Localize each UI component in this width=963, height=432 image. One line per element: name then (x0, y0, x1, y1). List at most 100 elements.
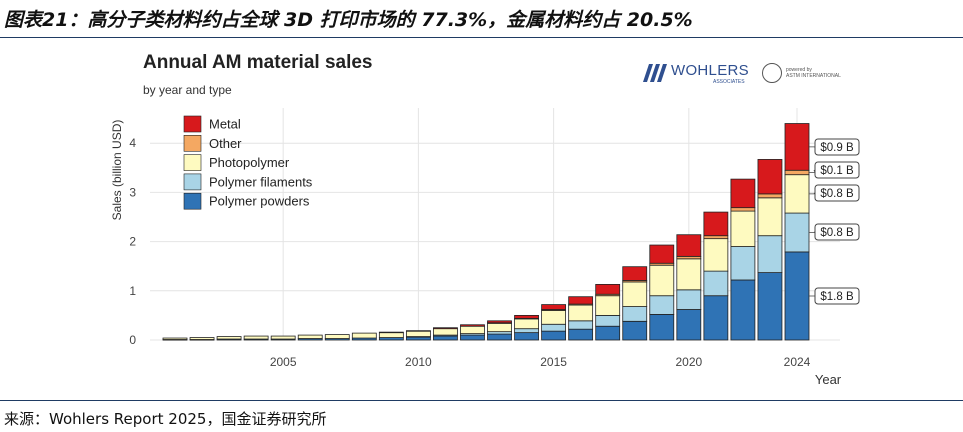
bar-stack-2005 (270, 335, 296, 341)
legend-label-other: Other (209, 136, 242, 151)
bar-stack-2008 (351, 332, 377, 341)
bar-photopolymer-2014 (514, 318, 539, 330)
bar-stack-2024 (784, 123, 810, 341)
bar-stack-2018 (622, 266, 648, 341)
bar-stack-2001 (162, 337, 188, 341)
bottom-rule (0, 400, 963, 401)
bar-metal-2009 (378, 331, 404, 334)
y-tick-label: 2 (129, 235, 136, 249)
callout-label: $0.8 B (820, 227, 854, 239)
figure-title: 图表21：高分子类材料约占全球 3D 打印市场的 77.3%，金属材料约占 20… (4, 9, 693, 31)
bar-polymer-filaments-2021 (703, 270, 729, 297)
bar-polymer-powders-2018 (622, 320, 648, 341)
bar-stack-2006 (297, 334, 323, 341)
bar-metal-2011 (433, 327, 458, 330)
wohlers-mark-icon (643, 64, 667, 82)
bar-stack-2010 (405, 330, 431, 341)
legend-label-photopolymer: Photopolymer (209, 155, 290, 170)
bar-stack-2014 (514, 314, 539, 341)
stacked-bar-chart: 0 1 2 3 4 2005 2010 2015 2020 2024 Metal Other Phot… (110, 108, 860, 387)
bar-polymer-powders-2019 (649, 314, 675, 341)
bar-photopolymer-2003 (216, 336, 242, 340)
bar-polymer-powders-2015 (541, 330, 567, 341)
bar-stack-2015 (541, 304, 567, 341)
bar-stack-2023 (757, 159, 783, 341)
bar-metal-2015 (541, 304, 567, 310)
bar-polymer-powders-2011 (433, 335, 458, 341)
bar-polymer-powders-2023 (757, 272, 783, 341)
bar-polymer-filaments-2018 (622, 306, 648, 322)
bar-photopolymer-2010 (405, 330, 431, 337)
bar-photopolymer-2002 (189, 337, 215, 340)
wohlers-sub: ASSOCIATES (713, 79, 745, 85)
bar-polymer-powders-2013 (487, 333, 512, 341)
x-tick-label: 2005 (270, 355, 297, 369)
chart-title: Annual AM material sales (143, 52, 373, 73)
bar-stack-2020 (676, 234, 702, 341)
bar-polymer-powders-2024 (784, 251, 810, 341)
bar-stack-2013 (487, 320, 512, 341)
legend-label-polymer-filaments: Polymer filaments (209, 174, 313, 189)
y-tick-label: 1 (129, 284, 136, 298)
bar-photopolymer-2024 (784, 174, 810, 214)
bar-photopolymer-2012 (460, 325, 485, 335)
value-callouts: $0.9 B $0.1 B $0.8 B $0.8 B $1.8 B (809, 138, 860, 305)
callout-leader (809, 192, 817, 195)
bar-photopolymer-2007 (324, 334, 350, 339)
astm-powered-by: powered by (786, 67, 812, 73)
x-tick-label: 2024 (784, 355, 811, 369)
bar-photopolymer-2022 (730, 210, 756, 247)
bar-other-2021 (703, 235, 729, 240)
callout-photopolymer: $0.8 B (809, 184, 860, 202)
y-tick-label: 4 (129, 136, 136, 150)
bar-metal-2012 (460, 324, 485, 327)
astm-seal-icon (762, 63, 782, 83)
bar-stack-2012 (460, 324, 485, 341)
bar-photopolymer-2008 (351, 332, 377, 339)
y-tick-label: 0 (129, 333, 136, 347)
bar-metal-2023 (757, 159, 783, 195)
bar-photopolymer-2018 (622, 281, 648, 307)
callout-polymer-powders: $1.8 B (809, 287, 860, 305)
bar-polymer-powders-2017 (595, 325, 621, 341)
bar-stack-2017 (595, 284, 621, 341)
bar-photopolymer-2006 (297, 334, 323, 339)
bar-polymer-powders-2016 (568, 328, 594, 341)
bar-polymer-filaments-2024 (784, 212, 810, 253)
bar-polymer-filaments-2019 (649, 295, 675, 315)
callout-box (814, 287, 860, 305)
bar-metal-2018 (622, 266, 648, 281)
bar-polymer-powders-2021 (703, 295, 729, 341)
y-tick-label: 3 (129, 185, 136, 199)
bar-metal-2017 (595, 284, 621, 295)
bar-photopolymer-2019 (649, 264, 675, 297)
bar-photopolymer-2015 (541, 310, 567, 325)
bar-stack-2021 (703, 211, 729, 341)
bar-other-2023 (757, 193, 783, 199)
legend-swatch-polymer-filaments (183, 173, 202, 191)
bar-stack-2004 (243, 335, 269, 341)
x-tick-label: 2020 (675, 355, 702, 369)
legend-swatch-polymer-powders (183, 192, 202, 210)
callout-box (814, 138, 860, 156)
bar-polymer-filaments-2016 (568, 320, 594, 330)
bar-polymer-filaments-2014 (514, 328, 539, 334)
bar-polymer-powders-2022 (730, 279, 756, 341)
callout-label: $0.8 B (820, 188, 854, 200)
bar-stack-2011 (433, 327, 458, 341)
callout-box (814, 161, 860, 179)
bar-stack-2016 (568, 296, 594, 341)
bar-other-2024 (784, 169, 810, 176)
bar-stack-2022 (730, 178, 756, 341)
bar-photopolymer-2011 (433, 328, 458, 336)
bar-polymer-powders-2014 (514, 332, 539, 341)
bar-photopolymer-2023 (757, 197, 783, 237)
bar-metal-2021 (703, 211, 729, 237)
bar-metal-2022 (730, 178, 756, 209)
top-rule (0, 37, 963, 38)
callout-label: $0.9 B (820, 142, 854, 154)
bar-photopolymer-2020 (676, 258, 702, 291)
bar-metal-2014 (514, 314, 539, 319)
chart-subtitle: by year and type (143, 83, 232, 97)
y-axis-label: Sales (billion USD) (110, 120, 124, 221)
